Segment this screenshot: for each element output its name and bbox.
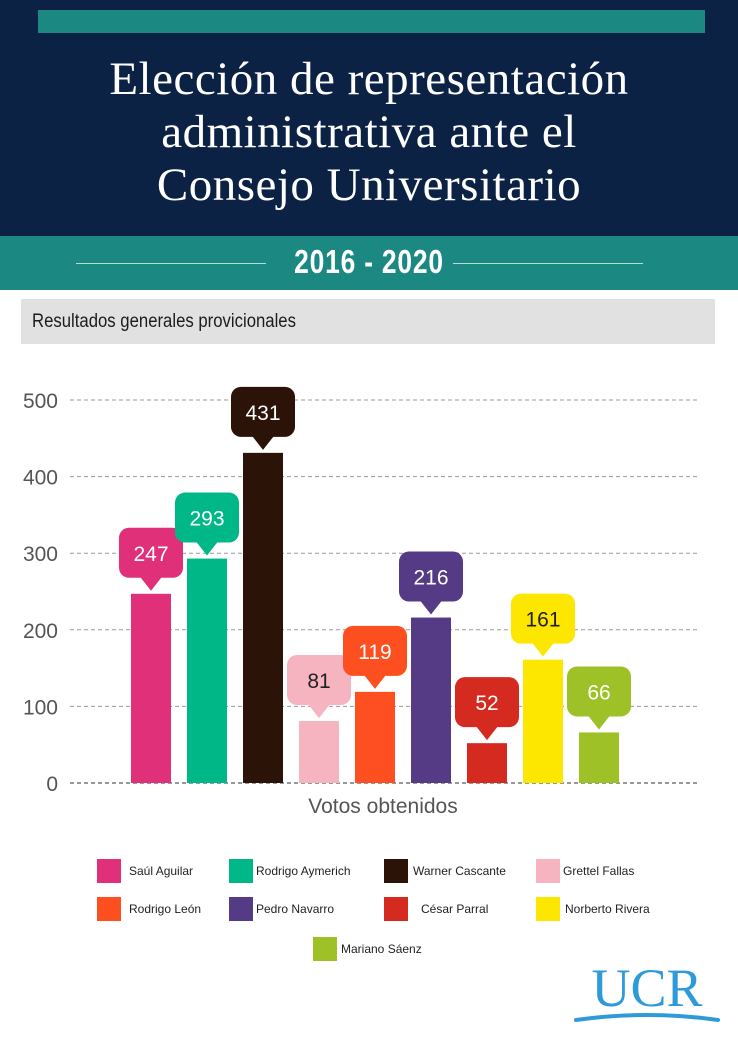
- bar: [579, 732, 619, 783]
- legend-label: Warner Cascante: [413, 864, 506, 878]
- legend-swatch: [536, 897, 560, 921]
- legend-swatch: [97, 859, 121, 883]
- callout-pointer: [196, 541, 218, 556]
- header-stripe: [38, 10, 705, 33]
- data-label: 216: [413, 567, 448, 590]
- bar: [523, 659, 563, 783]
- legend-swatch: [536, 859, 560, 883]
- bar-chart: 0 100 200 300 400 500 247 293 431 81 119 216 52 161 66…: [23, 386, 700, 818]
- data-label: 247: [133, 543, 168, 566]
- y-tick-label: 500: [23, 390, 58, 413]
- callout-pointer: [588, 715, 610, 730]
- y-tick-label: 100: [23, 696, 58, 719]
- chart-subtitle: Resultados generales provicionales: [32, 311, 296, 332]
- callout-pointer: [364, 674, 386, 689]
- value-callout: [567, 666, 631, 717]
- years-band: 2016 - 2020: [0, 236, 738, 290]
- value-callout: [511, 593, 575, 644]
- data-label: 66: [587, 681, 610, 704]
- legend-label: Mariano Sáenz: [341, 942, 422, 956]
- value-callout: [455, 677, 519, 728]
- callout-pointer: [252, 435, 274, 450]
- years-divider-left: [76, 263, 266, 264]
- y-tick-label: 200: [23, 620, 58, 643]
- title-line-1: Elección de representación: [109, 53, 629, 105]
- value-callout: [343, 625, 407, 676]
- value-callout: [287, 654, 351, 705]
- title-line-2: administrativa ante el: [161, 106, 577, 158]
- legend-swatch: [229, 859, 253, 883]
- title-line-3: Consejo Universitario: [156, 159, 582, 211]
- legend-swatch: [384, 897, 408, 921]
- callout-pointer: [308, 703, 330, 718]
- legend-swatch: [97, 897, 121, 921]
- bar: [467, 743, 507, 783]
- y-tick-label: 0: [46, 773, 58, 796]
- bar: [411, 617, 451, 783]
- legend-swatch: [384, 859, 408, 883]
- data-label: 119: [358, 641, 391, 664]
- value-callout: [399, 551, 463, 602]
- y-tick-label: 400: [23, 467, 58, 490]
- data-label: 161: [525, 609, 560, 632]
- bar: [355, 691, 395, 783]
- data-label: 52: [475, 692, 498, 715]
- bar: [299, 720, 339, 783]
- callout-pointer: [420, 600, 442, 615]
- x-axis-label: Votos obtenidos: [308, 795, 457, 818]
- bar: [243, 452, 283, 783]
- value-callout: [231, 386, 295, 437]
- value-callout: [119, 527, 183, 578]
- legend-swatch: [313, 937, 337, 961]
- legend-label: César Parral: [421, 902, 489, 916]
- legend-label: Grettel Fallas: [563, 864, 635, 878]
- legend-swatch: [229, 897, 253, 921]
- page-title: Elección de representación administrativ…: [0, 53, 738, 212]
- value-callout: [175, 492, 239, 543]
- legend-label: Norberto Rivera: [565, 902, 650, 916]
- legend-label: Saúl Aguilar: [129, 864, 194, 878]
- logo-swoosh: [574, 1013, 720, 1022]
- callout-pointer: [532, 642, 554, 657]
- legend-label: Rodrigo Aymerich: [256, 864, 351, 878]
- ucr-logo: UCR: [574, 958, 720, 1022]
- data-label: 431: [245, 402, 280, 425]
- legend-label: Rodrigo León: [129, 902, 202, 916]
- years-divider-right: [453, 263, 643, 264]
- data-label: 293: [189, 508, 224, 531]
- header-banner: Elección de representación administrativ…: [0, 0, 738, 236]
- callout-pointer: [140, 576, 162, 591]
- y-tick-label: 300: [23, 543, 58, 566]
- subtitle-bar: Resultados generales provicionales: [21, 299, 715, 344]
- bar: [187, 558, 227, 783]
- callout-pointer: [476, 726, 498, 741]
- legend-label: Pedro Navarro: [256, 902, 335, 916]
- logo-text: UCR: [591, 958, 702, 1018]
- data-label: 81: [307, 670, 330, 693]
- bar: [131, 593, 171, 783]
- period-years: 2016 - 2020: [294, 243, 444, 280]
